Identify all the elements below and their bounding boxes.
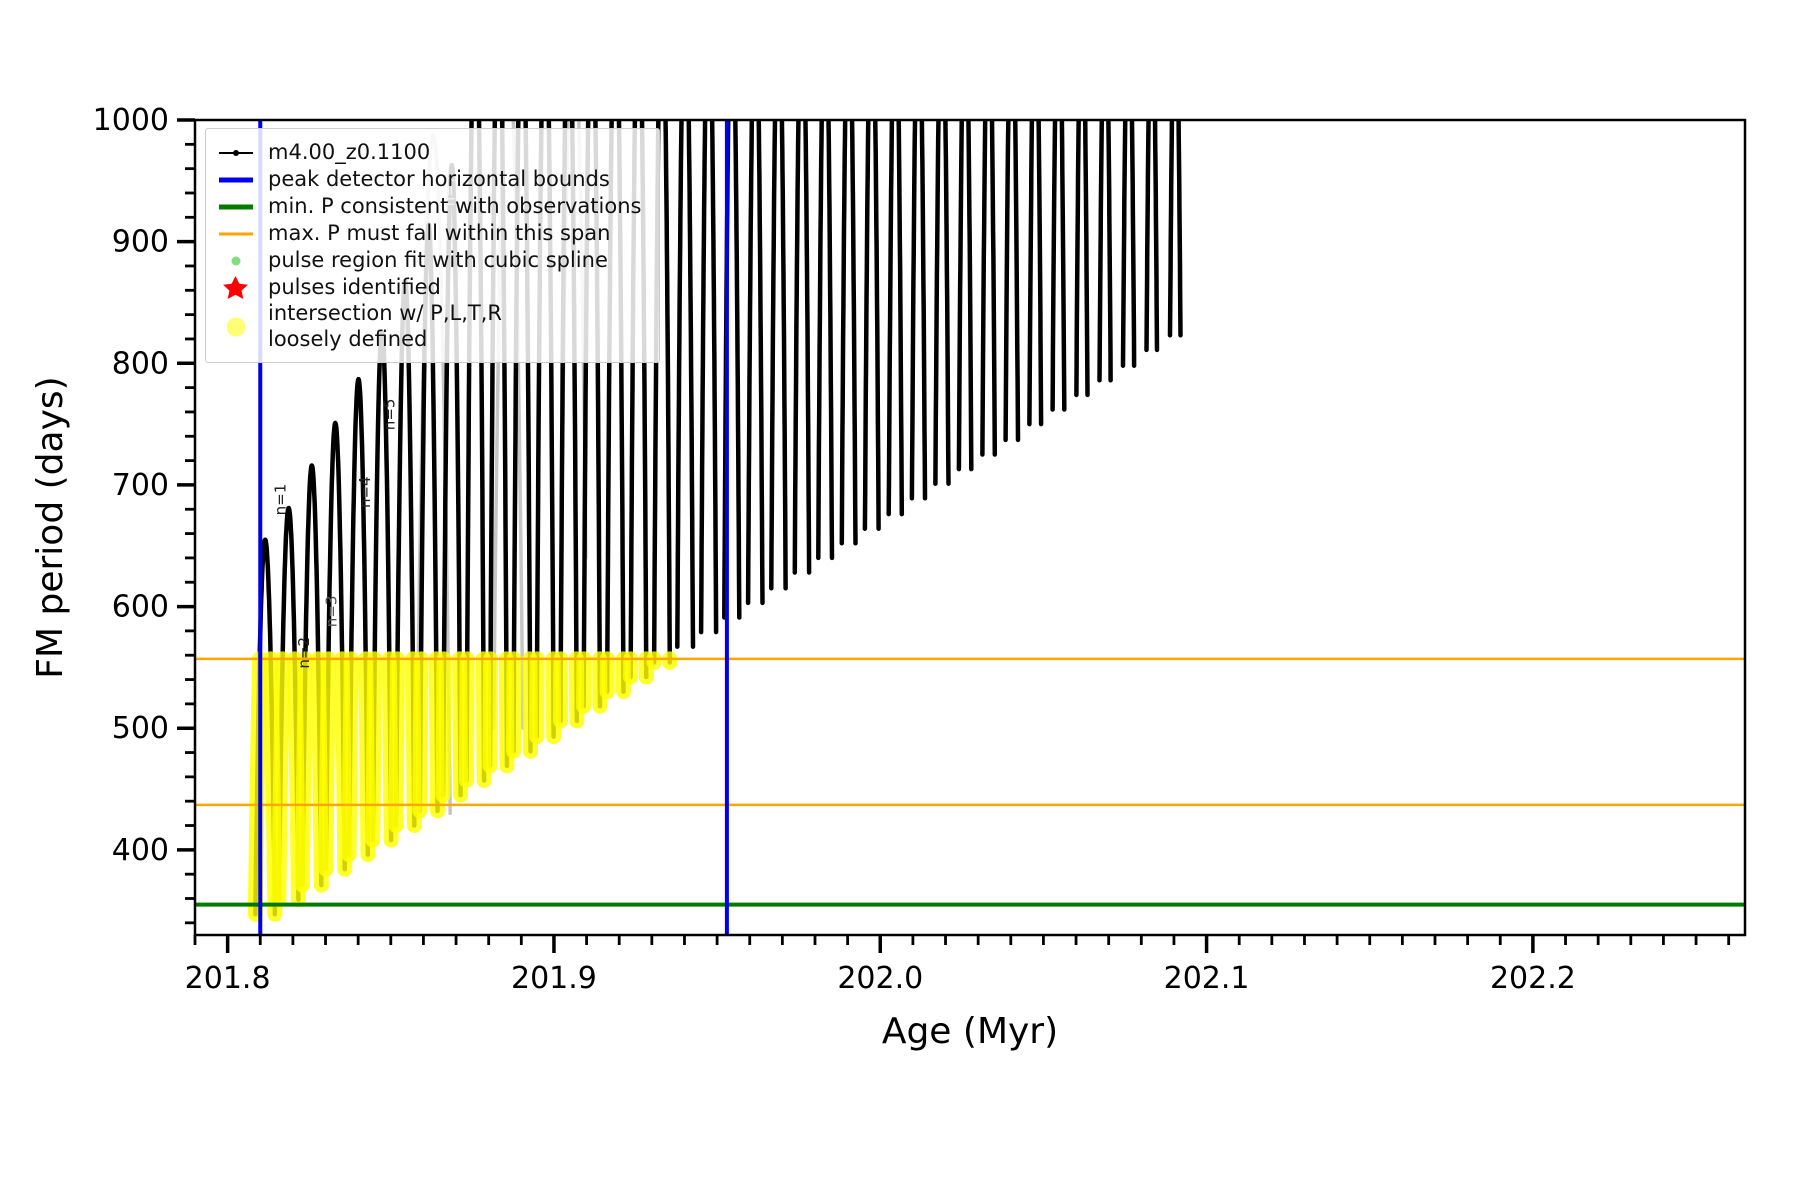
- legend-marker: [216, 249, 256, 273]
- intersection-region: [435, 651, 452, 803]
- legend-item: m4.00_z0.1100: [216, 139, 641, 166]
- legend-marker: [216, 195, 256, 219]
- intersection-region: [388, 651, 405, 833]
- legend: m4.00_z0.1100 peak detector horizontal bo…: [205, 128, 661, 364]
- y-tick-label: 400: [112, 833, 169, 868]
- pulse-curve: [323, 420, 348, 872]
- legend-item: max. P must fall within this span: [216, 220, 641, 247]
- legend-marker-line-dot-icon: [219, 149, 253, 156]
- pulse-curve: [745, 120, 765, 606]
- x-tick-label: 202.2: [1490, 961, 1576, 996]
- pulse-curve: [1074, 120, 1090, 398]
- pulse-curve: [534, 120, 556, 739]
- legend-item: pulses identified: [216, 274, 641, 301]
- x-tick-label: 201.9: [511, 961, 597, 996]
- intersection-region: [459, 651, 475, 788]
- pulse-annotation: n=1: [272, 484, 290, 516]
- pulse-curve: [933, 120, 951, 486]
- pulse-annotation: n=5: [381, 399, 399, 431]
- legend-marker: [216, 275, 256, 300]
- legend-marker-thin-line-icon: [219, 232, 253, 235]
- pulse-curve: [1144, 120, 1160, 353]
- intersection-region: [482, 651, 499, 774]
- intersection-region: [506, 651, 522, 759]
- y-tick-label: 1000: [93, 103, 169, 138]
- legend-label: max. P must fall within this span: [268, 220, 611, 245]
- y-tick-label: 500: [112, 711, 169, 746]
- legend-marker: [216, 141, 256, 165]
- legend-item: intersection w/ P,L,T,R loosely defined: [216, 301, 641, 352]
- legend-item: pulse region fit with cubic spline: [216, 247, 641, 274]
- pulse-curve: [980, 120, 998, 457]
- legend-label: min. P consistent with observations: [268, 193, 642, 218]
- legend-item: min. P consistent with observations: [216, 193, 641, 220]
- intersection-region: [412, 651, 429, 819]
- x-tick-label: 202.1: [1164, 961, 1250, 996]
- y-axis-label: FM period (days): [30, 376, 71, 678]
- intersection-region: [294, 651, 313, 893]
- axes-spines: [193, 118, 1747, 937]
- pulse-curve: [909, 120, 928, 501]
- legend-marker: [216, 168, 256, 192]
- legend-label: intersection w/ P,L,T,R loosely defined: [268, 301, 502, 351]
- legend-label: peak detector horizontal bounds: [268, 166, 610, 191]
- legend-label: m4.00_z0.1100: [268, 139, 431, 164]
- y-tick-label: 600: [112, 590, 169, 625]
- pulse-curve: [698, 120, 719, 635]
- pulse-annotation: n=2: [295, 637, 313, 669]
- legend-label: pulses identified: [268, 274, 441, 299]
- pulse-curve: [839, 120, 858, 546]
- legend-item: peak detector horizontal bounds: [216, 166, 641, 193]
- pulse-curve: [1097, 120, 1113, 383]
- pulse-curve: [792, 120, 812, 575]
- pulse-curve: [816, 120, 835, 561]
- pulse-curve: [675, 120, 696, 649]
- y-tick-label: 900: [112, 225, 169, 260]
- pulse-curve: [1050, 120, 1067, 412]
- legend-marker-star-icon: [223, 275, 248, 299]
- pulse-curve: [886, 120, 905, 517]
- pulse-annotation: n=3: [322, 596, 340, 628]
- pulse-curve: [769, 120, 788, 591]
- x-axis-label: Age (Myr): [882, 1011, 1058, 1052]
- legend-label: pulse region fit with cubic spline: [268, 247, 608, 272]
- legend-marker-thick-line-icon: [219, 204, 253, 209]
- pulse-curve: [956, 120, 974, 472]
- pulse-curve: [1167, 120, 1183, 338]
- legend-marker-dot-large-icon: [226, 317, 246, 337]
- legend-marker: [216, 222, 256, 246]
- intersection-region: [271, 651, 291, 908]
- x-tick-label: 202.0: [837, 961, 923, 996]
- legend-marker: [216, 315, 256, 339]
- y-tick-label: 800: [112, 346, 169, 381]
- pulse-curve: [1120, 120, 1137, 368]
- legend-marker-dot-small-icon: [231, 256, 241, 265]
- pulse-curve: [1003, 120, 1021, 443]
- pulse-curve: [862, 120, 881, 531]
- y-tick-label: 700: [112, 468, 169, 503]
- pulse-annotation: n=4: [356, 476, 374, 508]
- pulse-curve: [346, 376, 371, 857]
- intersection-region: [318, 651, 336, 877]
- x-tick-label: 201.8: [185, 961, 271, 996]
- pulse-curve: [1027, 120, 1044, 427]
- intersection-region: [341, 651, 359, 863]
- legend-marker-thick-line-icon: [219, 177, 253, 182]
- intersection-region: [365, 651, 383, 848]
